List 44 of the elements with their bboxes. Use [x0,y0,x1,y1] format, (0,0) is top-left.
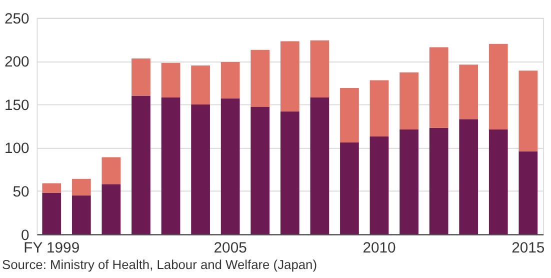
y-tick-label: 50 [12,184,30,200]
bar [250,50,270,108]
bar [250,107,270,234]
bar [488,44,508,130]
bar [400,72,418,130]
bar [310,98,330,234]
bar [429,128,448,234]
bar [459,64,478,120]
bar [459,119,478,234]
y-tick-label: 150 [4,98,30,114]
bar [400,130,418,234]
bar [132,58,150,96]
y-tick-label: 250 [4,11,30,28]
bar [220,98,240,234]
bar [310,40,330,98]
bar [340,88,359,143]
y-tick-label: 200 [4,54,30,71]
bar [370,80,389,136]
bar [42,192,62,234]
bar [280,41,300,112]
bar [102,184,121,234]
x-tick-label: FY 1999 [24,240,80,257]
bar [102,157,121,184]
bar [518,151,538,234]
bar [340,142,359,234]
bar [518,70,538,152]
bar [488,130,508,234]
bar [191,65,210,104]
bar [42,183,62,193]
bar [429,47,448,128]
bar [72,178,91,196]
y-tick-label: 100 [4,141,30,158]
x-tick-label: 2015 [512,240,545,257]
bar [220,62,240,98]
bar [72,195,91,234]
bar [191,104,210,234]
bar [370,136,389,234]
x-tick-label: 2005 [214,240,247,257]
bar [161,62,180,98]
bar [161,98,180,234]
x-tick-label: 2010 [362,240,396,257]
bar [132,96,150,234]
source-note: Source: Ministry of Health, Labour and Welfare (Japan) [2,257,318,272]
bar [280,111,300,234]
